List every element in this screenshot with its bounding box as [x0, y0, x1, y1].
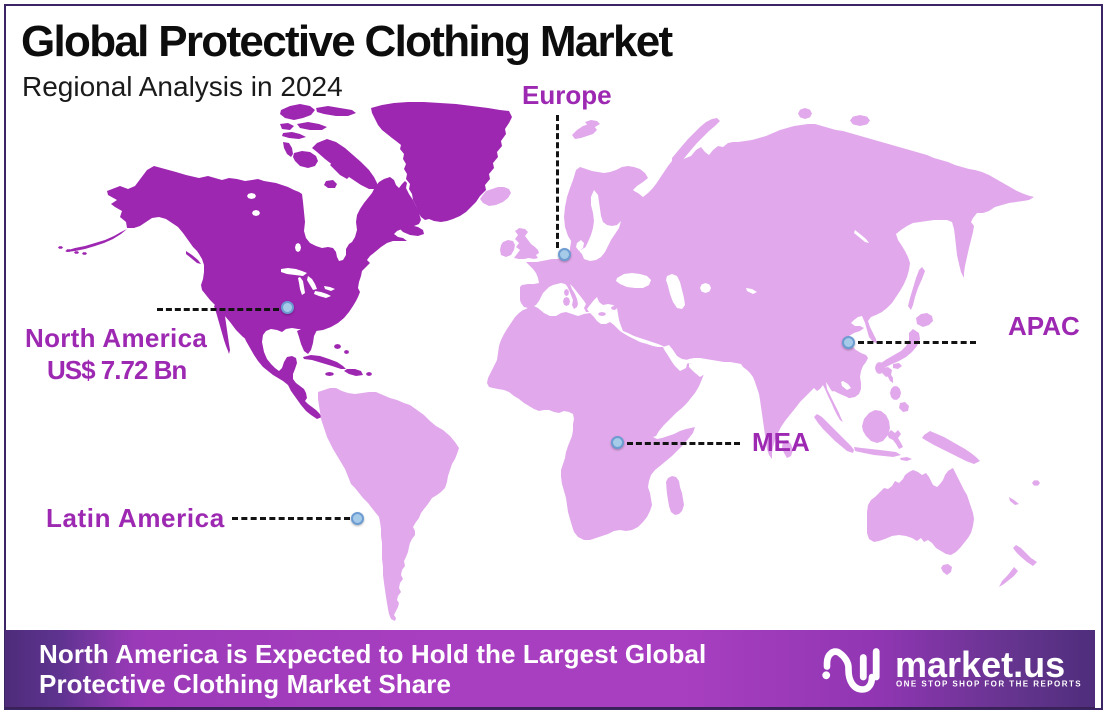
svg-text:ONE STOP SHOP FOR THE REPORTS: ONE STOP SHOP FOR THE REPORTS	[896, 680, 1082, 689]
svg-text:market.us: market.us	[895, 644, 1065, 685]
